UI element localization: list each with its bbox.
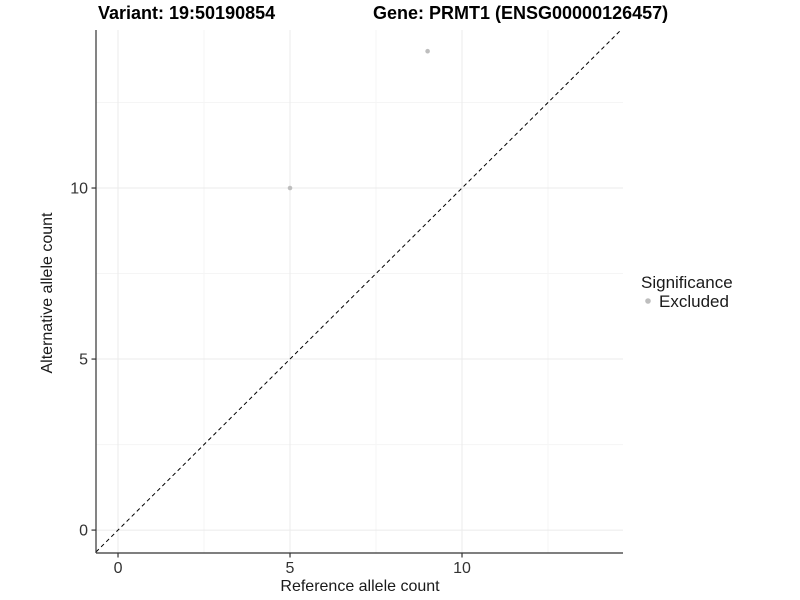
gridlines-major [96,30,623,553]
x-axis-ticks: 0 5 10 [114,553,471,577]
legend-title: Significance [641,273,733,292]
data-points-layer [287,48,430,191]
x-tick-label: 0 [114,560,123,577]
y-tick-label: 0 [79,523,88,540]
identity-line [95,29,622,553]
legend: Significance Excluded [641,273,733,311]
y-tick-label: 5 [79,352,88,369]
y-axis-title: Alternative allele count [39,212,56,374]
x-tick-label: 5 [286,560,295,577]
plot-title-gene: Gene: PRMT1 (ENSG00000126457) [373,3,668,23]
x-axis-title: Reference allele count [280,578,440,595]
gridlines-minor [96,30,623,553]
legend-point-icon [645,298,651,304]
plot-title-variant: Variant: 19:50190854 [98,3,275,23]
data-point [425,48,430,54]
legend-item-label: Excluded [659,292,729,311]
y-axis-ticks: 0 5 10 [70,181,96,540]
y-tick-label: 10 [70,181,88,198]
data-point [287,185,293,191]
x-tick-label: 10 [453,560,471,577]
